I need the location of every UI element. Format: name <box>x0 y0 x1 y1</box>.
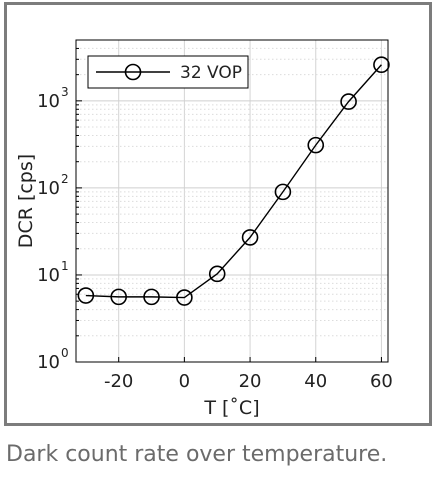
data-point <box>307 136 325 154</box>
x-tick-label: 40 <box>304 371 327 392</box>
data-point <box>208 265 226 283</box>
series <box>77 56 390 306</box>
data-point <box>241 229 259 246</box>
x-tick-label: 60 <box>370 371 393 392</box>
legend-marker <box>124 63 142 81</box>
y-tick-label: 10 <box>37 352 60 373</box>
y-tick-exponent: 0 <box>61 346 69 360</box>
figure-caption: Dark count rate over temperature. <box>6 442 388 467</box>
x-tick-label: -20 <box>104 371 133 392</box>
data-point <box>143 288 160 306</box>
x-tick-label: 0 <box>179 371 190 392</box>
legend: 32 VOP <box>87 55 249 89</box>
y-tick-exponent: 3 <box>61 85 69 99</box>
series-line <box>85 64 382 299</box>
data-point <box>373 56 390 74</box>
data-point <box>110 288 127 306</box>
y-tick-label: 10 <box>37 91 60 112</box>
y-tick-exponent: 1 <box>61 259 69 273</box>
y-tick-exponent: 2 <box>61 172 69 186</box>
x-axis-label: T [˚C] <box>203 397 259 419</box>
y-tick-label: 10 <box>37 265 60 286</box>
y-axis-label: DCR [cps] <box>15 154 37 248</box>
data-point <box>340 93 357 110</box>
data-point <box>274 183 292 201</box>
data-point <box>77 287 95 304</box>
x-tick-label: 20 <box>239 371 262 392</box>
y-tick-label: 10 <box>37 178 60 199</box>
legend-label: 32 VOP <box>180 63 242 83</box>
data-point <box>176 289 193 306</box>
